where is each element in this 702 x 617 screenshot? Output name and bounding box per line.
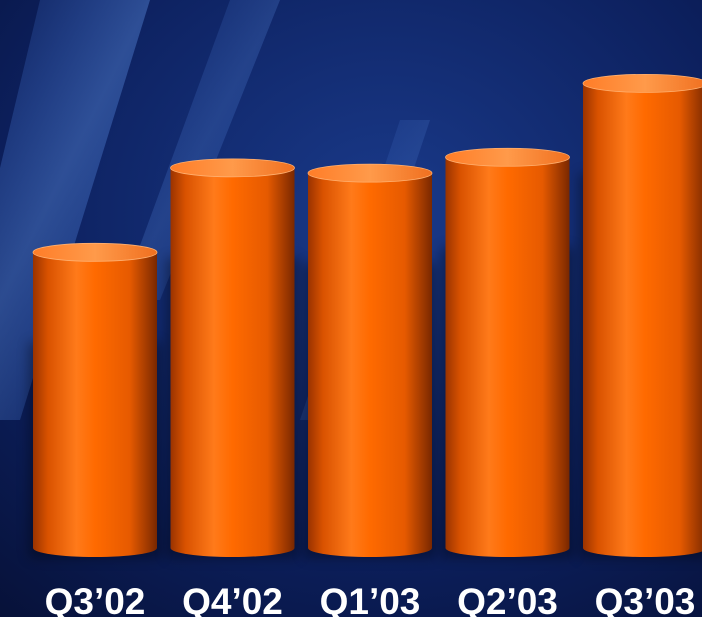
bar-cylinder-body	[170, 167, 295, 557]
bar-cylinder-top	[32, 242, 158, 262]
bar-cylinder-top	[307, 163, 433, 183]
bar-cylinder-body	[583, 83, 702, 557]
bar-cylinder-body	[445, 157, 570, 557]
bar-3	[441, 147, 574, 558]
bar-cylinder-top	[170, 158, 295, 178]
x-tick-label-4: Q3’03	[595, 581, 696, 617]
x-tick-label-3: Q2’03	[457, 581, 558, 617]
bar-cylinder-body	[308, 173, 432, 557]
bar-cylinder-top	[582, 73, 702, 93]
bar-1	[166, 158, 299, 558]
x-tick-label-1: Q4’02	[182, 581, 283, 617]
bar-cylinder-body	[33, 252, 157, 557]
bar-cylinder-top	[445, 147, 570, 167]
x-tick-label-0: Q3’02	[45, 581, 146, 617]
x-tick-label-2: Q1’03	[320, 581, 421, 617]
bar-2	[304, 163, 436, 558]
bar-0	[29, 242, 161, 558]
bar-4	[579, 73, 702, 559]
